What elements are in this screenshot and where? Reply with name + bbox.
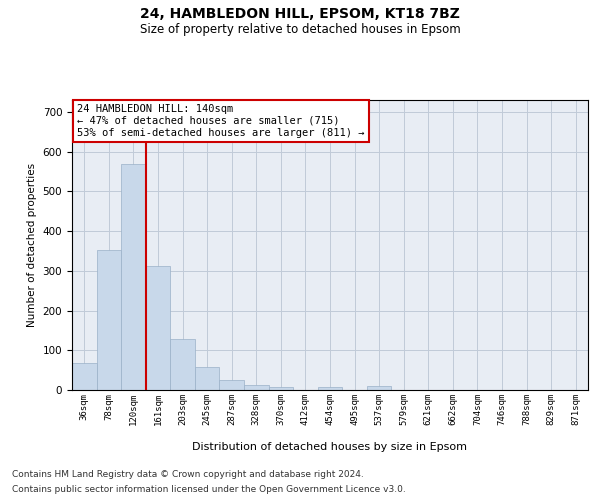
- Text: Contains public sector information licensed under the Open Government Licence v3: Contains public sector information licen…: [12, 485, 406, 494]
- Text: Size of property relative to detached houses in Epsom: Size of property relative to detached ho…: [140, 22, 460, 36]
- Text: 24 HAMBLEDON HILL: 140sqm
← 47% of detached houses are smaller (715)
53% of semi: 24 HAMBLEDON HILL: 140sqm ← 47% of detac…: [77, 104, 365, 138]
- Bar: [121, 164, 146, 390]
- Bar: [146, 266, 170, 390]
- Bar: [97, 250, 121, 390]
- Bar: [367, 386, 391, 390]
- Bar: [269, 387, 293, 390]
- Bar: [220, 380, 244, 390]
- Text: 24, HAMBLEDON HILL, EPSOM, KT18 7BZ: 24, HAMBLEDON HILL, EPSOM, KT18 7BZ: [140, 8, 460, 22]
- Text: Distribution of detached houses by size in Epsom: Distribution of detached houses by size …: [193, 442, 467, 452]
- Text: Contains HM Land Registry data © Crown copyright and database right 2024.: Contains HM Land Registry data © Crown c…: [12, 470, 364, 479]
- Bar: [170, 339, 195, 390]
- Bar: [72, 363, 97, 390]
- Bar: [318, 387, 342, 390]
- Bar: [195, 368, 220, 390]
- Y-axis label: Number of detached properties: Number of detached properties: [27, 163, 37, 327]
- Bar: [244, 385, 269, 390]
